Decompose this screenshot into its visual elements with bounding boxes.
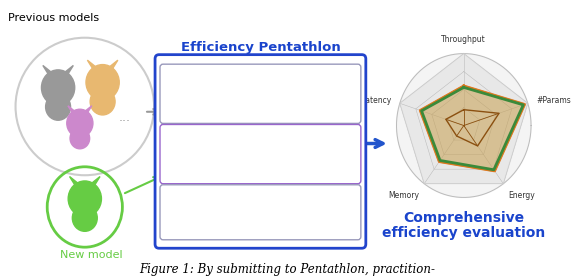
Text: Latency: Latency: [361, 96, 392, 105]
Circle shape: [46, 94, 71, 120]
Text: ...: ...: [118, 111, 130, 123]
Text: efficiency evaluation: efficiency evaluation: [382, 226, 545, 240]
Polygon shape: [70, 177, 81, 185]
Circle shape: [67, 109, 93, 137]
Polygon shape: [62, 65, 73, 74]
Polygon shape: [88, 60, 99, 69]
Text: Previous models: Previous models: [8, 13, 99, 23]
Text: Energy: Energy: [509, 192, 535, 200]
Text: Throughput: Throughput: [441, 35, 486, 44]
Circle shape: [68, 181, 102, 217]
FancyBboxPatch shape: [160, 125, 361, 184]
Polygon shape: [43, 65, 54, 74]
Text: A diverse
set of metrics: A diverse set of metrics: [219, 142, 287, 166]
Polygon shape: [107, 60, 118, 69]
Text: New model: New model: [60, 250, 123, 260]
FancyBboxPatch shape: [160, 185, 361, 240]
Polygon shape: [83, 106, 92, 113]
Text: Realistic scenarios: Realistic scenarios: [208, 207, 298, 217]
Circle shape: [41, 70, 75, 105]
Text: A strictly-controlled
hardware platform: A strictly-controlled hardware platform: [205, 82, 300, 106]
Text: Efficiency Pentathlon: Efficiency Pentathlon: [181, 41, 341, 54]
Text: #Params: #Params: [536, 96, 571, 105]
FancyBboxPatch shape: [155, 55, 366, 248]
Circle shape: [72, 205, 97, 231]
Text: Comprehensive: Comprehensive: [403, 210, 524, 225]
FancyBboxPatch shape: [160, 64, 361, 123]
Circle shape: [90, 88, 115, 115]
Polygon shape: [400, 54, 528, 184]
Circle shape: [70, 128, 90, 149]
Polygon shape: [397, 54, 531, 197]
Circle shape: [86, 64, 119, 100]
Polygon shape: [68, 106, 77, 113]
Polygon shape: [89, 177, 100, 185]
Text: Figure 1: By submitting to Pentathlon, practition-: Figure 1: By submitting to Pentathlon, p…: [140, 263, 436, 276]
Polygon shape: [420, 86, 524, 171]
Text: Memory: Memory: [388, 192, 419, 200]
